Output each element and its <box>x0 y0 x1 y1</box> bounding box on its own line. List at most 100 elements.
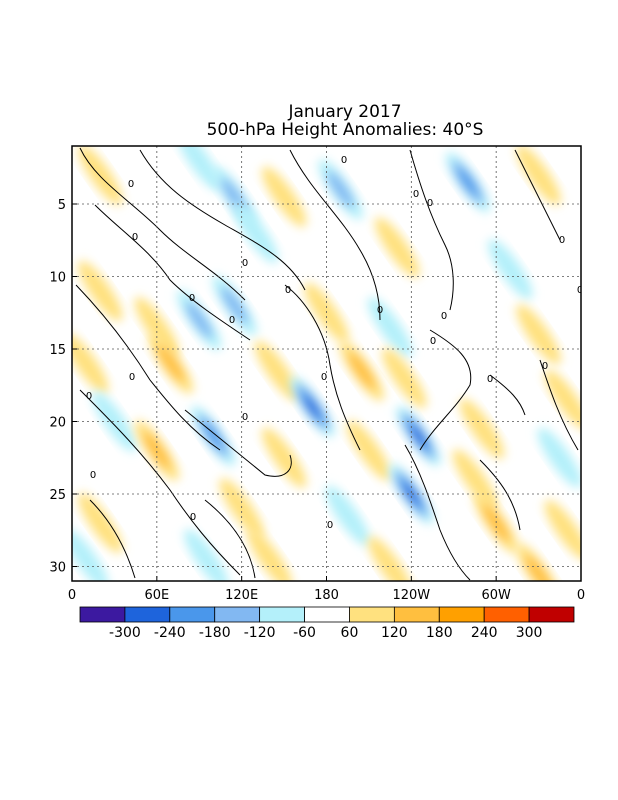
anomaly-feature <box>261 166 307 227</box>
colorbar-swatch <box>304 606 350 623</box>
zero-contour <box>489 374 526 416</box>
anomaly-feature <box>254 340 300 401</box>
zero-contour <box>514 149 561 241</box>
colorbar-swatch <box>214 606 261 623</box>
contour-label: 0 <box>242 258 248 269</box>
zero-contour <box>284 284 361 451</box>
contour-label: 0 <box>229 315 235 326</box>
x-tick-label: 0 <box>577 588 585 603</box>
anomaly-feature <box>389 463 434 525</box>
contour-label: 0 <box>90 470 96 481</box>
contour-label: 0 <box>427 198 433 209</box>
zero-contour <box>89 499 136 579</box>
colorbar-swatch <box>124 606 171 623</box>
anomaly-feature <box>544 500 581 561</box>
anomaly-feature <box>134 420 180 481</box>
anomaly-feature <box>537 427 581 488</box>
anomaly-feature <box>459 398 505 459</box>
contour-label: 0 <box>190 512 196 523</box>
contour-label: 0 <box>242 412 248 423</box>
y-tick-label: 10 <box>49 271 66 286</box>
y-tick-label: 15 <box>49 343 66 358</box>
contour-label: 0 <box>377 305 383 316</box>
contour-label: 0 <box>341 155 347 166</box>
anomaly-feature <box>346 420 392 481</box>
contour-label: 0 <box>327 520 333 531</box>
anomaly-feature <box>382 347 427 409</box>
contour-label: 0 <box>577 285 583 296</box>
contour-label: 0 <box>86 391 92 402</box>
colorbar-label: -180 <box>199 625 231 641</box>
anomaly-feature <box>516 146 561 206</box>
zero-contour <box>289 149 381 321</box>
zero-contour <box>204 499 256 579</box>
colorbar-swatch <box>528 606 575 623</box>
anomaly-feature <box>367 536 413 581</box>
zero-contours: 0 0 0 0 0 0 0 0 0 0 0 0 0 0 0 0 0 0 0 0 0 0 0 <box>75 147 583 581</box>
contour-label: 0 <box>128 179 134 190</box>
x-tick-label: 120E <box>225 588 258 603</box>
colorbar-label: -240 <box>154 625 186 641</box>
contour-label: 0 <box>285 285 291 296</box>
contour-label: 0 <box>189 293 195 304</box>
zero-contour <box>75 284 221 451</box>
colorbar-label: 60 <box>341 625 359 641</box>
contour-label: 0 <box>321 372 327 383</box>
colorbar-swatch <box>393 606 440 623</box>
anomaly-feature <box>247 529 293 581</box>
contour-label: 0 <box>559 235 565 246</box>
anomaly-feature <box>177 146 222 191</box>
colorbar-swatch <box>483 606 530 623</box>
colorbar-label: 180 <box>426 625 453 641</box>
anomaly-feature <box>212 275 257 336</box>
contour-label: 0 <box>441 311 447 322</box>
colorbar-label: 240 <box>471 625 498 641</box>
colorbar-label: -300 <box>109 625 141 641</box>
anomaly-feature <box>516 543 561 581</box>
y-tick-label: 5 <box>58 198 66 213</box>
chart-title: January 2017 <box>287 102 401 122</box>
colorbar-swatch <box>349 606 395 623</box>
anomaly-feature <box>233 202 279 264</box>
anomaly-feature <box>177 289 222 351</box>
anomaly-feature <box>339 340 385 401</box>
zero-contour <box>539 359 579 451</box>
anomaly-feature <box>318 159 363 220</box>
anomaly-feature <box>78 492 123 554</box>
zero-contour <box>404 444 471 581</box>
anomaly-feature <box>488 239 533 300</box>
zero-contour <box>409 149 454 311</box>
x-tick-label: 60E <box>144 588 169 603</box>
zero-contour <box>79 389 241 576</box>
x-tick-label: 60W <box>481 588 511 603</box>
colorbar-label: -120 <box>244 625 276 641</box>
anomaly-feature <box>78 260 123 322</box>
x-tick-label: 120W <box>392 588 430 603</box>
contour-label: 0 <box>487 374 493 385</box>
anomaly-feature <box>148 333 194 394</box>
colorbar-swatch <box>438 606 485 623</box>
anomaly-feature <box>219 478 264 539</box>
colorbar-label: 300 <box>516 625 543 641</box>
chart-subtitle: 500-hPa Height Anomalies: 40°S <box>207 120 484 140</box>
anomaly-feature <box>184 529 229 581</box>
anomaly-feature <box>72 333 109 394</box>
y-tick-label: 20 <box>49 416 66 431</box>
zero-contour <box>419 329 472 451</box>
contour-label: 0 <box>542 361 548 372</box>
anomaly-feature <box>325 485 370 546</box>
colorbar: -300 -240 -180 -120 -60 60 120 180 240 300 <box>79 606 575 641</box>
colorbar-swatch <box>169 606 216 623</box>
anomaly-feature <box>78 146 123 206</box>
anomaly-feature <box>396 405 441 467</box>
anomaly-feature <box>516 304 561 365</box>
y-axis: 5 10 15 20 25 30 <box>49 198 77 576</box>
anomaly-feature <box>445 152 491 213</box>
colorbar-swatch <box>259 606 305 623</box>
zero-contour <box>94 204 251 341</box>
anomaly-feature <box>452 449 498 510</box>
colorbar-label: 120 <box>381 625 408 641</box>
anomaly-feature <box>367 297 413 358</box>
x-tick-label: 0 <box>68 588 76 603</box>
x-axis: 0 60E 120E 180 120W 60W 0 <box>68 576 585 603</box>
